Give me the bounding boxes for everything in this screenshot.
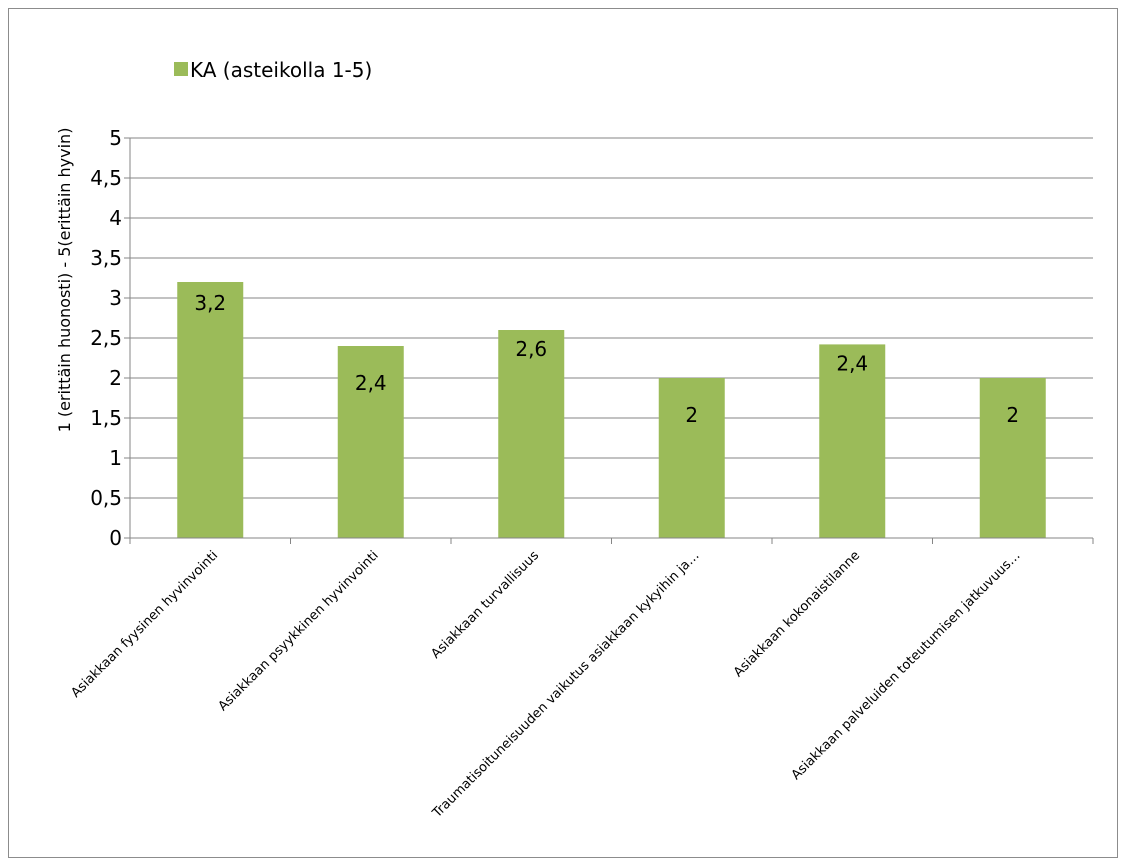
data-labels: 3,2 2,4 2,6 2 2,4 2 [194,291,1019,427]
y-tick-label: 4,5 [90,166,122,190]
gridlines [130,137,1093,539]
axes [124,137,1094,544]
bar [819,344,886,538]
y-tick-label: 3 [109,286,122,310]
y-tick-label: 1 [109,446,122,470]
y-tick-label: 3,5 [90,246,122,270]
x-category-labels: Asiakkaan fyysinen hyvinvointiAsiakkaan … [68,548,1023,822]
data-label: 2,6 [515,337,547,361]
data-label: 3,2 [194,291,226,315]
bar [658,378,725,538]
category-label: Asiakkaan turvallisuus [429,548,543,662]
data-label: 2 [1006,403,1019,427]
y-tick-label: 1,5 [90,406,122,430]
category-label: Traumatisoituneisuuden vaikutus asiakkaa… [429,548,702,821]
bar [177,282,244,538]
y-tick-label: 2 [109,366,122,390]
data-label: 2,4 [836,351,868,375]
y-tick-label: 0,5 [90,486,122,510]
y-tick-labels: 0 0,5 1 1,5 2 2,5 3 3,5 4 4,5 5 [90,126,122,550]
legend-label: KA (asteikolla 1-5) [190,58,372,82]
y-axis-title: 1 (erittäin huonosti) - 5(erittäin hyvin… [55,128,74,433]
category-label: Asiakkaan fyysinen hyvinvointi [68,548,221,701]
bars [177,282,1046,538]
bar [979,378,1046,538]
y-tick-label: 4 [109,206,122,230]
bar [337,346,404,538]
category-label: Asiakkaan kokonaistilanne [731,548,863,680]
y-tick-label: 0 [109,526,122,550]
y-tick-label: 5 [109,126,122,150]
legend: KA (asteikolla 1-5) [174,58,372,82]
category-label: Asiakkaan psyykkinen hyvinvointi [216,548,382,714]
legend-swatch [174,62,188,76]
y-tick-label: 2,5 [90,326,122,350]
data-label: 2 [685,403,698,427]
data-label: 2,4 [355,371,387,395]
bar [498,330,565,538]
